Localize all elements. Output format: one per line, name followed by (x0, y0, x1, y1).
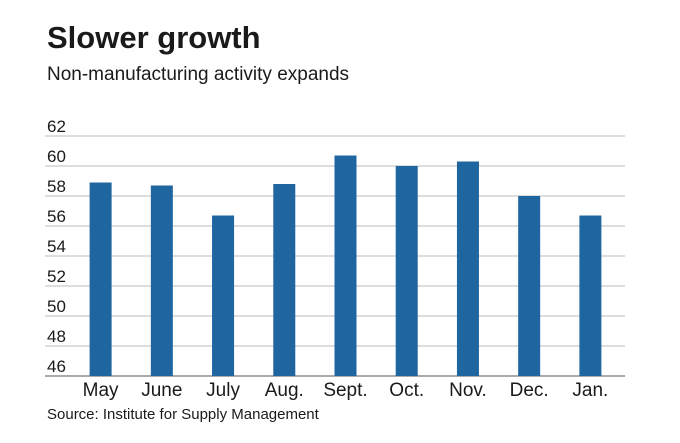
x-tick-label: Aug. (265, 380, 304, 401)
bar (89, 182, 112, 376)
x-tick-label: Nov. (449, 380, 487, 401)
y-tick-label: 54 (47, 237, 66, 256)
y-tick-label: 56 (47, 207, 66, 226)
bar (456, 161, 479, 376)
bar (212, 215, 235, 376)
chart-title: Slower growth (47, 20, 261, 55)
y-tick-label: 58 (47, 177, 66, 196)
bar (579, 215, 602, 376)
x-tick-label: Oct. (389, 380, 424, 401)
y-tick-label: 46 (47, 357, 66, 376)
bar (518, 196, 541, 376)
bar (273, 184, 296, 376)
bar (150, 185, 173, 376)
x-tick-label: Dec. (510, 380, 549, 401)
y-tick-label: 48 (47, 327, 66, 346)
bar (395, 166, 418, 376)
y-tick-label: 52 (47, 267, 66, 286)
y-tick-label: 62 (47, 117, 66, 136)
x-tick-label: May (83, 380, 119, 401)
source-note: Source: Institute for Supply Management (47, 406, 320, 423)
x-tick-label: Sept. (323, 380, 367, 401)
bar (334, 155, 357, 376)
x-tick-label: July (206, 380, 240, 401)
y-tick-label: 50 (47, 297, 66, 316)
y-tick-label: 60 (47, 147, 66, 166)
chart-subtitle: Non-manufacturing activity expands (47, 64, 349, 85)
x-tick-label: Jan. (572, 380, 608, 401)
x-tick-label: June (141, 380, 182, 401)
